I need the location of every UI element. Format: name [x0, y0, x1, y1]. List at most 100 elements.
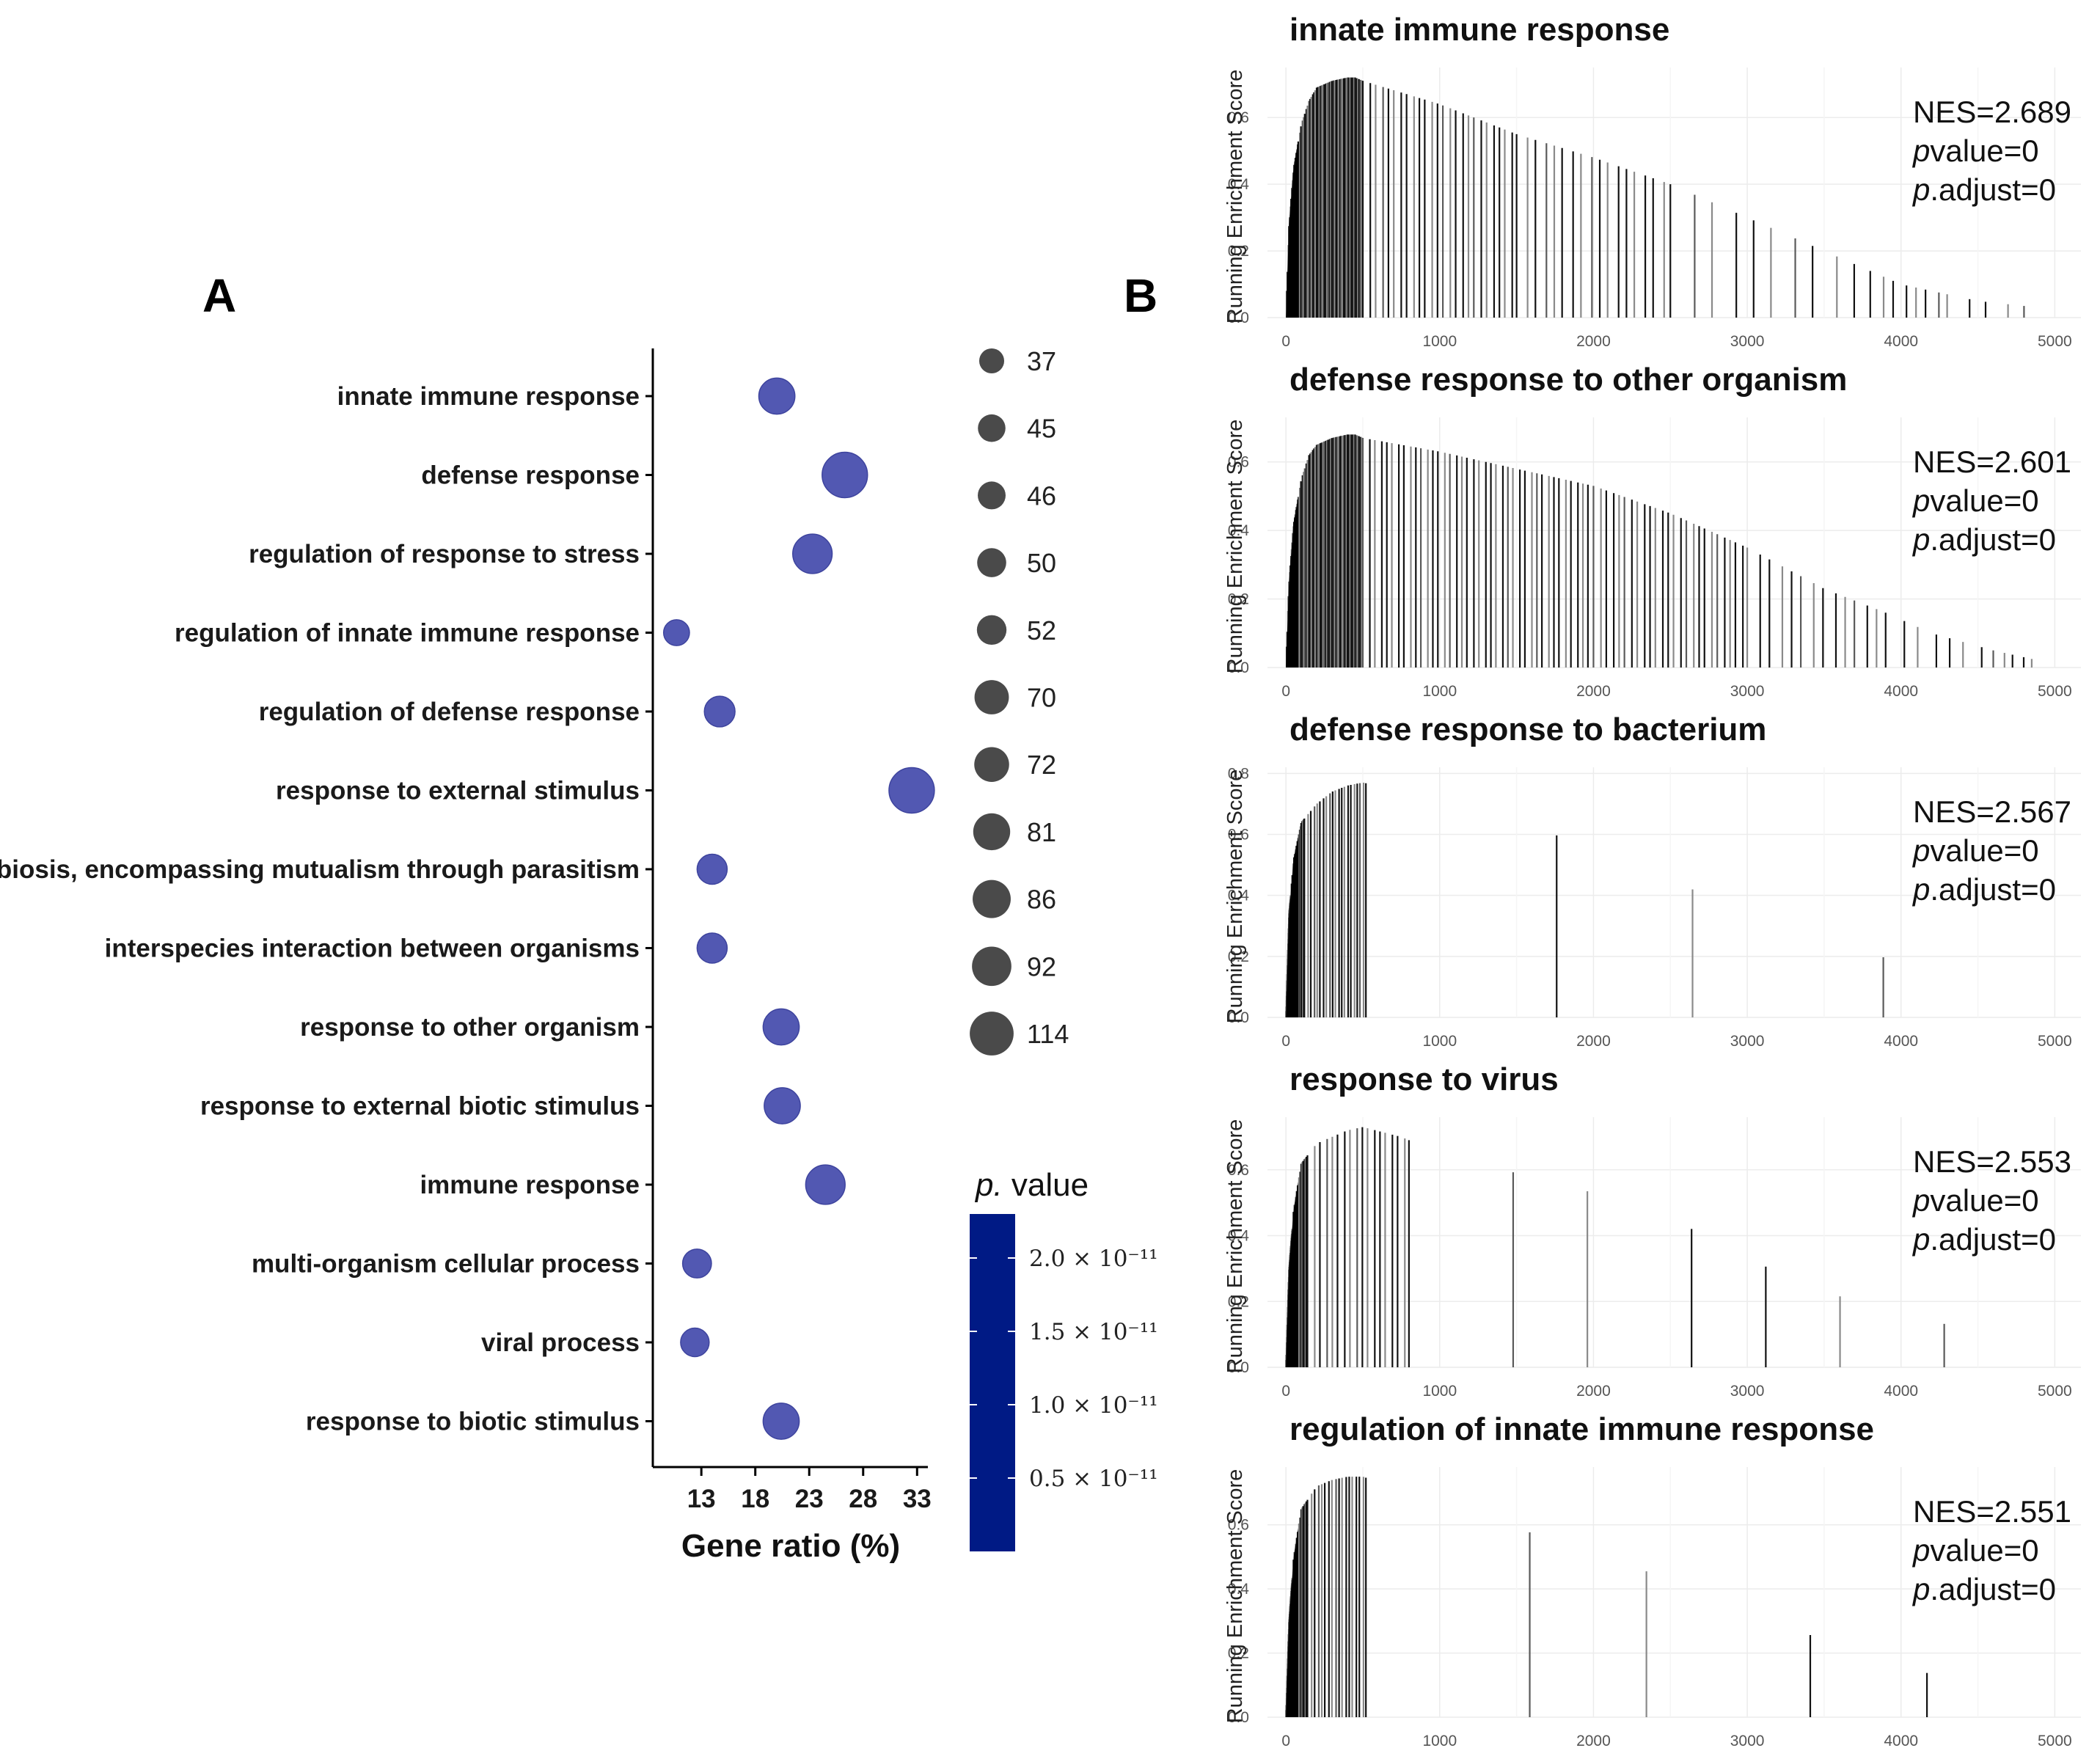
dot-point [703, 695, 736, 728]
padjust-value: 0 [2039, 522, 2056, 557]
padjust-p: p [1911, 872, 1930, 907]
nes-value: 2.601 [1994, 445, 2071, 479]
gsea-y-tick-label: 0.0 [1228, 1359, 1249, 1376]
padjust-value: 0 [2039, 1222, 2056, 1257]
nes-label: NES=2.567 [1913, 794, 2071, 829]
gsea-panel: 0.0 0.2 0.4 0.6 0.8 0 1000 2000 3000 4000 5000 Runn… [1223, 712, 2081, 1050]
dot-point [888, 767, 935, 814]
term-label: multi-organism cellular process [252, 1250, 640, 1279]
padjust-p: p [1911, 522, 1930, 557]
dot-point [662, 619, 690, 646]
size-key-label: 45 [1027, 414, 1056, 444]
leading-edge-fill [1286, 1528, 1298, 1717]
dot-point [822, 451, 868, 499]
pvalue-label: pvalue=0 [1911, 1183, 2039, 1218]
term-label: immune response [420, 1171, 640, 1199]
gsea-y-tick-label: 0.6 [1228, 109, 1249, 126]
padjust-prefix: .adjust= [1930, 872, 2038, 907]
size-key-label: 72 [1027, 750, 1056, 780]
gsea-y-tick-label: 0.2 [1228, 1645, 1249, 1662]
size-key-label: 86 [1027, 885, 1056, 915]
pvalue-value: 0 [2022, 483, 2038, 518]
padjust-label: p.adjust=0 [1911, 1572, 2056, 1606]
nes-prefix: NES= [1913, 445, 1994, 479]
gsea-x-tick-label: 5000 [2038, 1033, 2072, 1050]
pvalue-prefix: value= [1930, 1533, 2022, 1568]
pvalue-p: p [1911, 134, 1930, 168]
dot-point [805, 1164, 846, 1205]
gsea-y-tick-label: 0.2 [1228, 591, 1249, 608]
pvalue-value: 0 [2022, 1533, 2038, 1568]
x-ticks: 13 18 23 28 33 [687, 1467, 932, 1513]
pvalue-prefix: value= [1930, 1183, 2022, 1218]
x-tick-label: 33 [903, 1485, 932, 1513]
colorbar-tick-label: 0.5 × 10⁻¹¹ [1029, 1466, 1158, 1492]
x-tick-label: 13 [687, 1485, 716, 1513]
term-label: response to other organism [300, 1013, 640, 1042]
gsea-x-tick-label: 1000 [1422, 1383, 1457, 1400]
gsea-x-tick-label: 4000 [1884, 1733, 1918, 1749]
dot-point [696, 853, 728, 885]
gsea-x-tick-label: 5000 [2038, 683, 2072, 700]
nes-label: NES=2.553 [1913, 1144, 2071, 1179]
gsea-y-tick-label: 0.8 [1228, 765, 1249, 782]
gsea-y-tick-label: 0.0 [1228, 659, 1249, 676]
pvalue-label: pvalue=0 [1911, 833, 2039, 868]
gsea-y-tick-label: 0.4 [1228, 176, 1250, 193]
nes-value: 2.551 [1994, 1494, 2071, 1529]
gsea-panel: 0.0 0.2 0.4 0.6 0 1000 2000 3000 4000 5000 Running… [1223, 1411, 2081, 1749]
gsea-y-axis-title: Running Enrichment Score [1223, 1119, 1247, 1374]
size-key-circle [973, 880, 1011, 918]
padjust-label: p.adjust=0 [1911, 872, 2056, 907]
term-label: response to external biotic stimulus [200, 1092, 640, 1121]
nes-prefix: NES= [1913, 1494, 1994, 1529]
leading-edge-fill [1286, 497, 1298, 668]
nes-value: 2.567 [1994, 794, 2071, 829]
gsea-x-tick-label: 4000 [1884, 333, 1918, 350]
gsea-x-tick-label: 4000 [1884, 683, 1918, 700]
gsea-panel: 0.0 0.2 0.4 0.6 0 1000 2000 3000 4000 5000 Running… [1223, 1061, 2081, 1400]
size-key-circle [974, 747, 1009, 782]
size-key-circle [976, 615, 1007, 645]
x-axis-title: Gene ratio (%) [681, 1528, 900, 1564]
colorbar-tick-label: 2.0 × 10⁻¹¹ [1029, 1246, 1158, 1272]
term-label: viral process [481, 1328, 640, 1357]
gsea-x-tick-label: 4000 [1884, 1383, 1918, 1400]
gsea-panel-title: defense response to bacterium [1289, 712, 1766, 747]
gsea-x-tick-label: 2000 [1576, 683, 1611, 700]
pvalue-prefix: value= [1930, 483, 2022, 518]
x-tick-label: 23 [795, 1485, 824, 1513]
gsea-x-tick-label: 1000 [1422, 333, 1457, 350]
gsea-x-tick-label: 5000 [2038, 1383, 2072, 1400]
size-key-circle [970, 1012, 1014, 1056]
gsea-x-tick-label: 1000 [1422, 683, 1457, 700]
color-legend: p. value 2.0 × 10⁻¹¹ 1.5 × 10⁻¹¹ 1.0 × 10⁻… [970, 1167, 1158, 1551]
gsea-y-tick-label: 0.6 [1228, 454, 1249, 471]
size-key-circle [974, 680, 1009, 714]
size-key-circle [978, 414, 1006, 442]
gsea-x-tick-label: 4000 [1884, 1033, 1918, 1050]
gsea-y-tick-label: 0.0 [1228, 1009, 1249, 1026]
dot-point [681, 1248, 712, 1279]
pvalue-label: pvalue=0 [1911, 483, 2039, 518]
size-key-label: 114 [1027, 1019, 1069, 1049]
dot-point [764, 1087, 801, 1124]
gsea-x-tick-label: 0 [1281, 683, 1290, 700]
gsea-x-tick-label: 3000 [1730, 1383, 1765, 1400]
nes-prefix: NES= [1913, 794, 1994, 829]
padjust-prefix: .adjust= [1930, 522, 2038, 557]
panel-label-a: A [202, 269, 236, 322]
y-ticks [645, 395, 653, 1422]
dot-points [662, 377, 935, 1440]
term-label: regulation of defense response [259, 698, 640, 726]
gsea-x-tick-label: 3000 [1730, 1033, 1765, 1050]
gsea-y-tick-label: 0.2 [1228, 948, 1249, 965]
nes-value: 2.553 [1994, 1144, 2071, 1179]
pvalue-p: p [1911, 1533, 1930, 1568]
size-key-circle [972, 946, 1011, 987]
gsea-x-tick-label: 0 [1281, 1383, 1290, 1400]
size-key-circle [977, 548, 1006, 577]
term-label: innate immune response [337, 382, 640, 411]
gsea-x-tick-label: 0 [1281, 1033, 1290, 1050]
gsea-x-tick-label: 2000 [1576, 1733, 1611, 1749]
